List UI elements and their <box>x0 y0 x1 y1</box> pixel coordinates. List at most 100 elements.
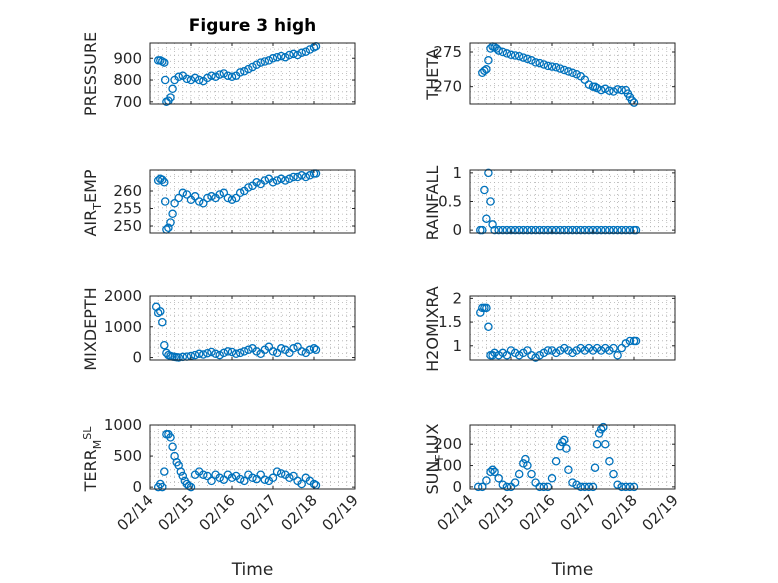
data-point <box>564 346 573 355</box>
data-point <box>596 85 606 95</box>
data-point <box>605 225 614 235</box>
data-point <box>297 347 306 356</box>
y-axis-label-part: AIR <box>81 210 100 237</box>
data-point <box>482 303 491 313</box>
data-point <box>219 69 229 78</box>
data-point <box>276 344 286 353</box>
data-point <box>605 86 614 96</box>
data-point <box>297 171 306 180</box>
data-point <box>240 347 249 356</box>
data-point <box>276 51 286 61</box>
data-point <box>256 58 265 67</box>
data-point <box>596 346 606 355</box>
data-point <box>539 482 549 492</box>
y-axis-label-part: RAINFALL <box>423 166 442 241</box>
data-point <box>543 61 553 71</box>
y-axis-label-part: TERR <box>81 449 100 492</box>
data-point <box>621 339 631 348</box>
data-point <box>601 84 610 94</box>
data-point <box>551 457 561 466</box>
x-tick-label: 02/18 <box>278 491 321 534</box>
data-point <box>564 225 573 235</box>
data-point <box>613 480 622 489</box>
x-tick-label: 02/16 <box>516 491 559 534</box>
data-point <box>268 178 278 187</box>
y-axis-label: PRESSURE <box>81 32 100 116</box>
data-point <box>527 225 536 235</box>
data-point <box>297 48 306 58</box>
data-point <box>613 351 622 360</box>
x-tick-label: 02/19 <box>639 491 682 534</box>
data-point <box>523 225 532 235</box>
pressure-panel: 700 800 900 Figure 3 high PRESSURE <box>81 16 356 116</box>
data-point <box>203 471 212 481</box>
data-point <box>592 343 602 353</box>
data-point <box>158 317 167 327</box>
data-point <box>272 176 282 185</box>
data-point <box>560 65 569 75</box>
x-tick-label: 02/14 <box>114 491 157 534</box>
data-point <box>547 474 557 483</box>
y-axis-label-part: SUN <box>423 461 442 495</box>
data-point <box>547 62 557 71</box>
data-point <box>235 188 245 198</box>
y-tick-label: 0.5 <box>438 193 462 211</box>
data-point <box>190 192 200 201</box>
x-axis-label: Time <box>551 560 594 580</box>
data-point <box>166 433 175 442</box>
grid <box>150 296 355 360</box>
data-point <box>558 437 567 447</box>
plot-area <box>470 170 675 233</box>
data-point <box>562 444 571 453</box>
y-axis-label: TERRMSL <box>81 426 104 493</box>
x-axis-label: Time <box>231 560 274 580</box>
data-point <box>572 69 581 79</box>
data-point <box>215 473 224 483</box>
data-point <box>244 64 253 74</box>
data-point <box>629 98 639 107</box>
y-axis-label: MIXDEPTH <box>81 287 100 370</box>
data-point <box>523 346 532 355</box>
y-axis-label: AIRTEMP <box>81 169 104 236</box>
data-point <box>621 482 631 492</box>
data-point <box>494 351 503 360</box>
data-point <box>564 465 573 475</box>
data-point <box>609 225 618 235</box>
data-point <box>609 343 618 353</box>
x-tick-label: 02/14 <box>434 491 477 534</box>
plot-area <box>150 43 355 104</box>
data-point <box>289 172 298 182</box>
y-tick-label: 2000 <box>104 287 142 305</box>
data-point <box>260 176 270 185</box>
x-tick-label: 02/15 <box>155 491 198 534</box>
data-point <box>211 349 220 359</box>
y-tick-label: 1.5 <box>438 313 462 331</box>
data-point <box>494 474 503 483</box>
data-point <box>252 347 261 356</box>
data-point <box>166 218 175 227</box>
data-point <box>594 429 604 438</box>
y-axis-label-part: T <box>91 203 104 211</box>
data-point <box>568 68 577 78</box>
data-point <box>596 425 606 434</box>
data-point <box>158 175 167 185</box>
y-tick-label: 250 <box>113 217 142 235</box>
data-point <box>506 50 516 60</box>
y-tick-label: 270 <box>433 78 462 96</box>
data-point <box>289 471 298 481</box>
data-point <box>164 223 173 233</box>
plot-area <box>470 425 675 489</box>
data-point <box>519 53 528 62</box>
data-point <box>543 346 553 355</box>
data-point <box>551 63 561 72</box>
grid <box>150 425 355 489</box>
data-point <box>494 225 503 235</box>
data-point <box>576 225 585 235</box>
y-tick-label: 900 <box>113 49 142 67</box>
data-point <box>186 482 196 492</box>
data-point <box>158 482 167 492</box>
data-point <box>588 225 598 235</box>
data-point <box>568 348 577 358</box>
data-point <box>510 51 520 60</box>
